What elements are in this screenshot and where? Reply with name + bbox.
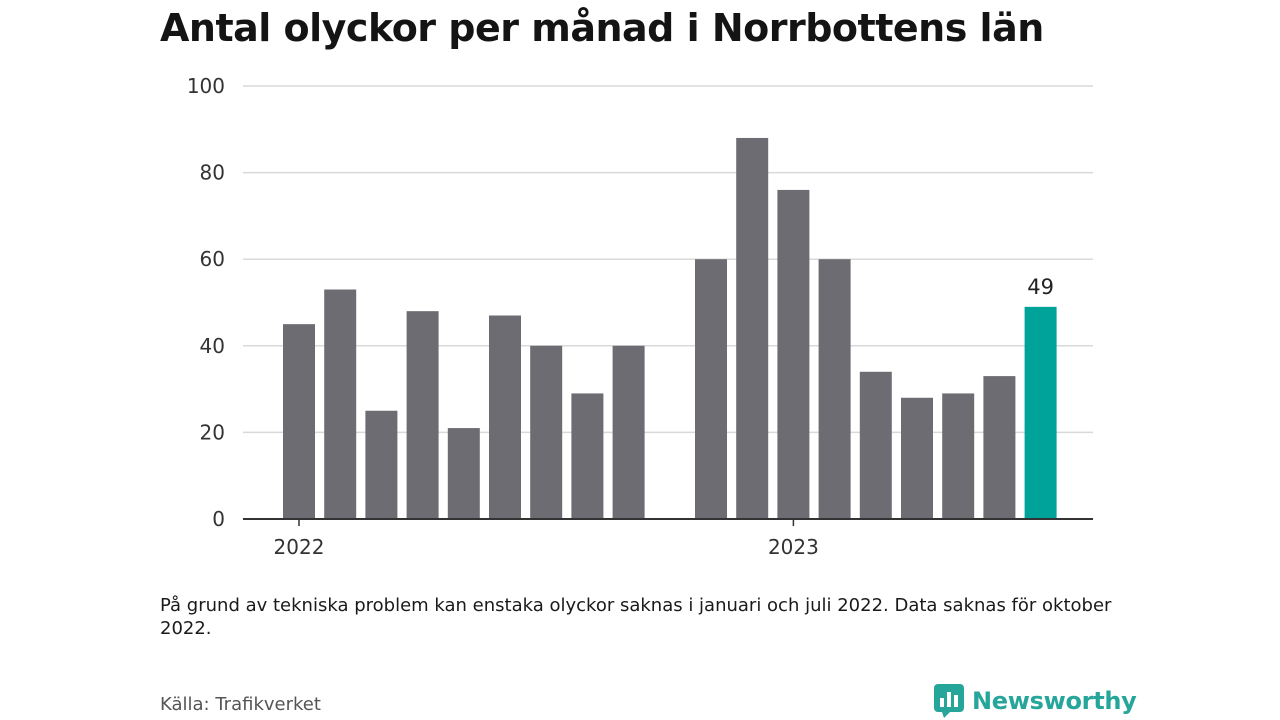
grid-lines <box>243 85 1093 434</box>
source-credit: Källa: Trafikverket <box>160 694 321 715</box>
y-tick-label: 60 <box>200 247 225 271</box>
bar <box>736 137 769 519</box>
axes <box>243 518 1093 526</box>
bar <box>489 315 521 519</box>
bar <box>406 311 439 519</box>
y-tick-label: 20 <box>200 420 225 444</box>
y-tick-label: 40 <box>200 334 225 358</box>
y-tick-label: 100 <box>187 74 225 98</box>
bar <box>777 189 810 520</box>
bar <box>942 393 975 519</box>
bar <box>818 259 851 519</box>
bar <box>612 345 645 519</box>
labels: 0 20 40 60 80 100 2022 2023 49 <box>187 74 1054 559</box>
bar <box>695 259 727 519</box>
newsworthy-logo-icon <box>934 684 964 718</box>
bar <box>530 345 563 519</box>
bars <box>283 137 1057 520</box>
bar-chart: 0 20 40 60 80 100 2022 2023 49 <box>187 74 1093 559</box>
brand-name: Newsworthy <box>972 687 1137 715</box>
bar <box>571 393 604 519</box>
bar <box>324 289 357 519</box>
y-tick-label: 80 <box>200 161 225 185</box>
bar <box>283 324 315 519</box>
brand: Newsworthy <box>934 684 1137 718</box>
chart-title: Antal olyckor per månad i Norrbottens lä… <box>160 6 1044 50</box>
bar <box>365 410 398 519</box>
x-tick-label: 2022 <box>274 535 325 559</box>
bar-highlight <box>1024 306 1057 519</box>
x-tick-label: 2023 <box>768 535 819 559</box>
bar <box>447 428 480 519</box>
bar <box>859 371 892 519</box>
footnote: På grund av tekniska problem kan enstaka… <box>160 595 1112 639</box>
data-label: 49 <box>1027 275 1054 299</box>
y-tick-label: 0 <box>212 507 225 531</box>
bar <box>983 376 1016 519</box>
bar <box>901 397 933 519</box>
